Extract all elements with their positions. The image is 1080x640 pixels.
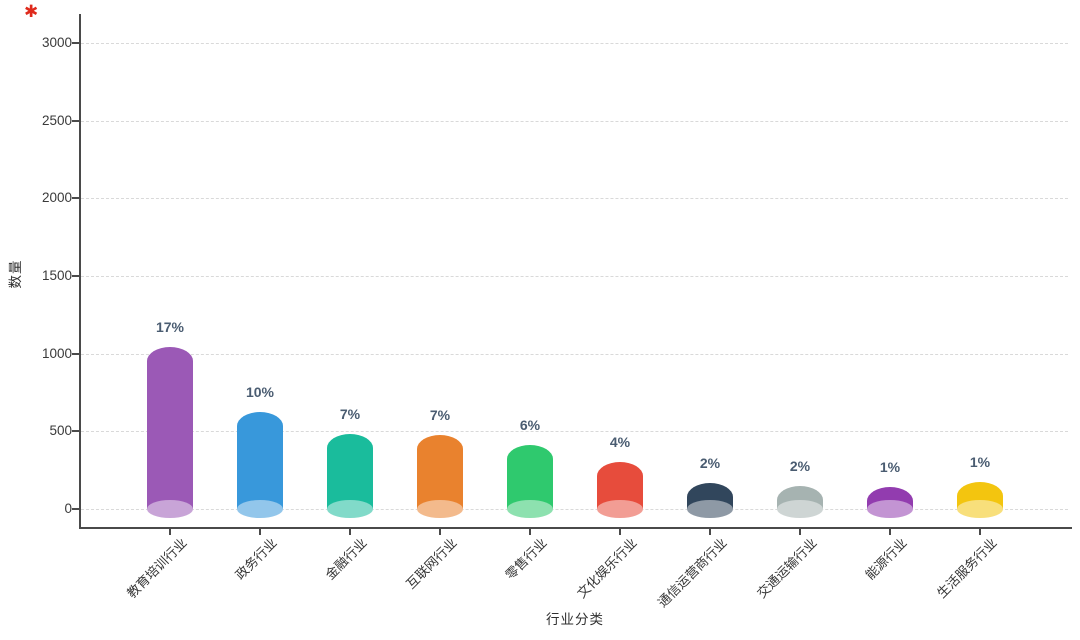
bar-bottom-cap bbox=[687, 500, 733, 518]
gridline bbox=[81, 431, 1068, 433]
bar-value-label: 7% bbox=[429, 407, 451, 423]
bar-bottom-cap bbox=[777, 500, 823, 518]
bar bbox=[147, 347, 193, 509]
y-axis-tick-mark bbox=[72, 508, 79, 510]
bar bbox=[417, 435, 463, 509]
x-axis-tick-label: 生活服务行业 bbox=[933, 535, 1000, 601]
bar-bottom-cap bbox=[867, 500, 913, 518]
x-axis-tick-label: 教育培训行业 bbox=[123, 535, 190, 601]
x-axis-tick-mark bbox=[349, 529, 351, 535]
x-axis-tick-mark bbox=[979, 529, 981, 535]
gridline bbox=[81, 198, 1068, 200]
y-axis-tick-mark bbox=[72, 274, 79, 277]
bar-value-label: 1% bbox=[879, 459, 901, 475]
y-axis-tick-label: 500 bbox=[49, 423, 72, 439]
y-axis-tick-label: 1000 bbox=[41, 345, 72, 361]
bar-value-label: 6% bbox=[519, 417, 541, 433]
x-axis-tick-label: 政务行业 bbox=[232, 535, 280, 583]
x-axis-tick-mark bbox=[709, 529, 711, 535]
y-axis-tick-label: 1500 bbox=[41, 267, 72, 283]
gridline bbox=[81, 509, 1068, 510]
x-axis-tick-label: 互联网行业 bbox=[403, 535, 460, 592]
bar bbox=[507, 445, 553, 509]
x-axis-tick-mark bbox=[529, 529, 531, 535]
corner-asterisk-mark: ✱ bbox=[24, 2, 39, 21]
bar bbox=[327, 434, 373, 509]
x-axis-tick-mark bbox=[619, 529, 621, 535]
x-axis-tick-label: 零售行业 bbox=[502, 535, 550, 583]
x-axis-tick-label: 交通运输行业 bbox=[753, 535, 820, 601]
y-axis-tick-mark bbox=[72, 197, 79, 200]
y-axis-tick-label: 2000 bbox=[41, 190, 72, 206]
x-axis-title: 行业分类 bbox=[546, 612, 604, 627]
y-axis-tick-mark bbox=[72, 352, 79, 355]
bar-bottom-cap bbox=[597, 500, 643, 518]
gridline bbox=[81, 120, 1068, 122]
bar bbox=[237, 412, 283, 509]
gridline bbox=[81, 42, 1068, 44]
x-axis-tick-mark bbox=[169, 529, 171, 535]
bar-bottom-cap bbox=[417, 500, 463, 518]
bar-value-label: 4% bbox=[609, 434, 631, 450]
y-axis-tick-mark bbox=[72, 430, 79, 433]
y-axis-tick-label: 0 bbox=[64, 501, 72, 516]
bar-value-label: 10% bbox=[245, 384, 275, 400]
y-axis-tick-label: 3000 bbox=[41, 34, 72, 50]
gridline bbox=[81, 353, 1068, 355]
bar-bottom-cap bbox=[237, 500, 283, 518]
y-axis-title: 数量 bbox=[8, 259, 23, 289]
bar-value-label: 7% bbox=[339, 406, 361, 422]
y-axis-tick-mark bbox=[72, 41, 79, 44]
bar-value-label: 2% bbox=[789, 458, 811, 474]
bar-bottom-cap bbox=[957, 500, 1003, 518]
y-axis-tick-label: 2500 bbox=[41, 112, 72, 128]
bar-bottom-cap bbox=[327, 500, 373, 518]
y-axis-tick-mark bbox=[72, 119, 79, 122]
bar-value-label: 2% bbox=[699, 455, 721, 471]
bar-value-label: 17% bbox=[155, 319, 185, 335]
x-axis-tick-label: 能源行业 bbox=[862, 535, 910, 583]
bar-bottom-cap bbox=[147, 500, 193, 518]
x-axis-tick-label: 金融行业 bbox=[322, 535, 370, 583]
x-axis-tick-mark bbox=[889, 529, 891, 535]
x-axis-tick-label: 通信运营商行业 bbox=[654, 535, 730, 611]
bar-bottom-cap bbox=[507, 500, 553, 518]
x-axis-tick-mark bbox=[799, 529, 801, 535]
x-axis-tick-mark bbox=[439, 529, 441, 535]
x-axis-tick-mark bbox=[259, 529, 261, 535]
bar-value-label: 1% bbox=[969, 454, 991, 470]
gridline bbox=[81, 275, 1068, 277]
x-axis-tick-label: 文化娱乐行业 bbox=[573, 535, 640, 601]
y-axis-line bbox=[79, 14, 81, 527]
x-axis-line bbox=[79, 527, 1072, 529]
